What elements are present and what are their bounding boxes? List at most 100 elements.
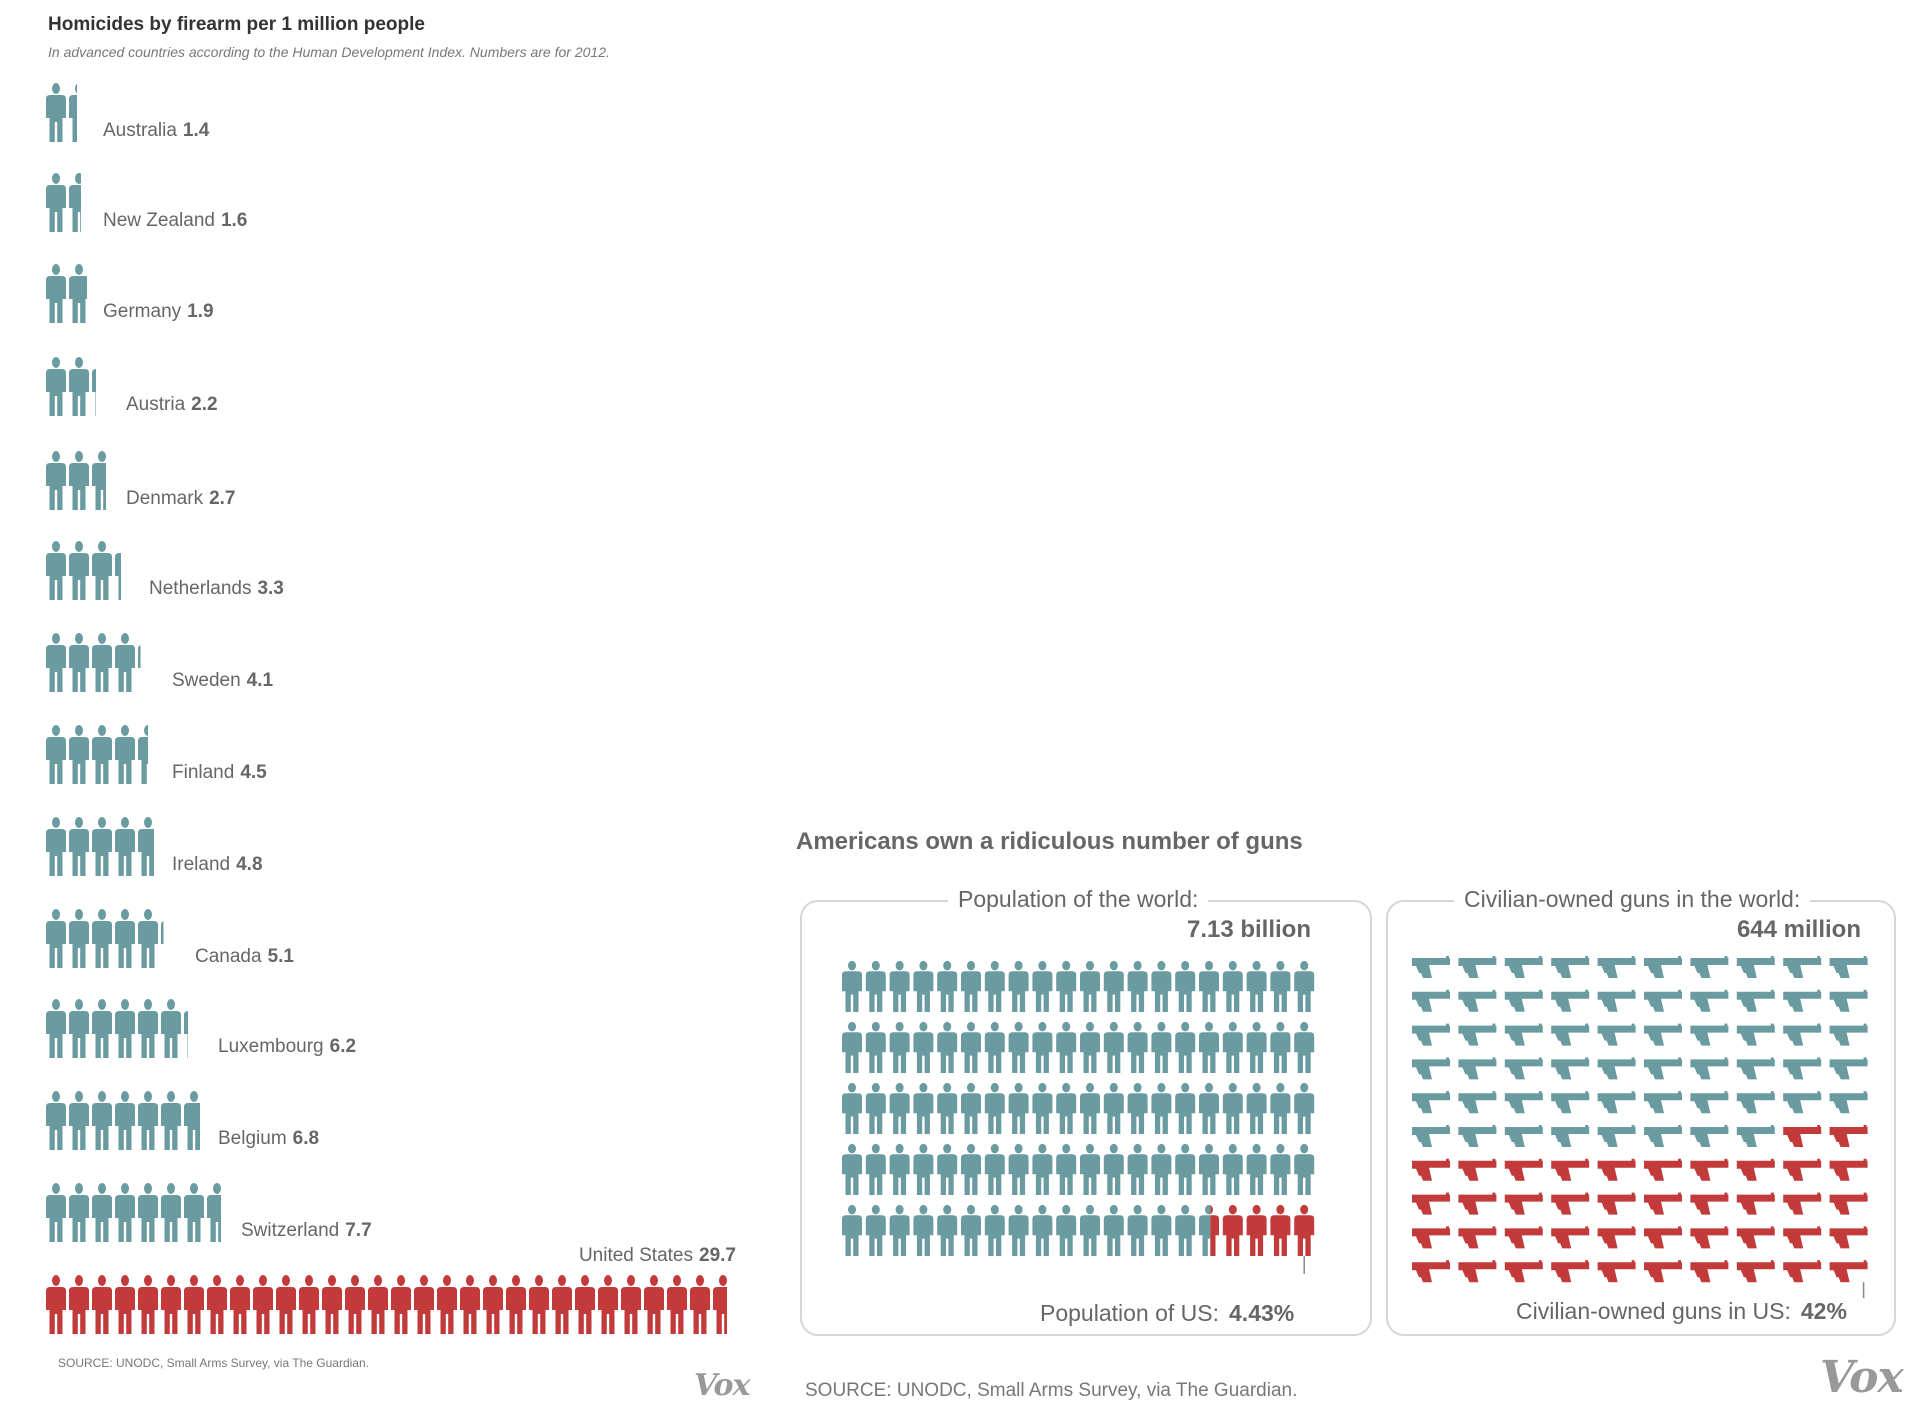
person-icon [92, 909, 112, 968]
pictogram-row-finland [46, 725, 148, 784]
pistol-icon [1458, 989, 1497, 1012]
person-icon [92, 369, 96, 416]
person-icon [984, 960, 1005, 1012]
person-icon [937, 1204, 958, 1256]
person-icon [207, 1275, 227, 1334]
pistol-icon [1644, 1023, 1682, 1046]
person-icon [345, 1275, 365, 1334]
person-icon [713, 1275, 727, 1334]
pistol-icon [1597, 1260, 1636, 1283]
pictogram-row-belgium [46, 1091, 200, 1150]
person-icon [161, 999, 181, 1058]
person-icon [391, 1275, 411, 1334]
pistol-icon [1736, 956, 1775, 978]
country-value: 5.1 [267, 946, 294, 967]
row-label: Germany 1.9 [103, 301, 214, 323]
person-icon [1056, 960, 1077, 1012]
person-icon [1080, 960, 1100, 1012]
person-icon [667, 1275, 687, 1334]
pistol-icon [1690, 1057, 1729, 1080]
person-icon [184, 1091, 200, 1150]
chart-subtitle: In advanced countries according to the H… [48, 44, 610, 60]
person-icon [69, 451, 89, 510]
country-value: 6.8 [292, 1128, 320, 1149]
pistol-icon [1829, 1226, 1868, 1249]
pistol-icon [1690, 1091, 1729, 1114]
pistol-icon [1783, 1158, 1822, 1181]
person-icon [1151, 1082, 1172, 1134]
pistol-icon [1551, 1158, 1590, 1181]
pistol-icon [1736, 1192, 1775, 1215]
world-population-total: 7.13 billion [1186, 916, 1311, 943]
person-icon [1222, 1204, 1243, 1256]
person-icon [598, 1275, 618, 1334]
person-icon [46, 1183, 66, 1242]
person-icon [1175, 1204, 1196, 1256]
pistol-icon [1551, 1091, 1590, 1114]
pistol-icon [1736, 1091, 1775, 1114]
person-icon [1032, 960, 1053, 1012]
pistol-icon [1504, 989, 1543, 1012]
person-icon [138, 1091, 158, 1150]
pistol-icon [1783, 956, 1822, 978]
person-icon [1127, 960, 1148, 1012]
pistol-icon [1783, 1057, 1822, 1080]
person-icon [1008, 1204, 1029, 1256]
country-value: 29.7 [699, 1245, 736, 1266]
person-icon [92, 541, 112, 600]
person-icon [115, 909, 135, 968]
pistol-icon [1783, 1125, 1822, 1147]
country-name: Netherlands [149, 578, 252, 599]
pictogram-row-switzerland [46, 1183, 221, 1242]
person-icon [138, 817, 154, 876]
pistol-icon [1551, 1226, 1590, 1249]
person-icon [1294, 1143, 1315, 1195]
pistol-icon [1597, 1057, 1636, 1080]
person-icon [1246, 1143, 1267, 1195]
pictogram-row-germany [46, 264, 87, 323]
person-icon [1294, 1021, 1315, 1073]
row-label: Belgium 6.8 [218, 1128, 319, 1150]
pistol-icon [1783, 1226, 1822, 1249]
person-icon [69, 83, 77, 142]
pistol-icon [1829, 1192, 1868, 1215]
pistol-icon [1829, 989, 1868, 1012]
pistol-icon [1504, 1260, 1543, 1283]
country-name: Ireland [172, 854, 231, 875]
person-icon [1103, 1021, 1124, 1073]
person-icon [115, 999, 135, 1058]
person-icon [913, 1021, 934, 1073]
pistol-icon [1690, 1192, 1729, 1215]
pistol-icon [1736, 1260, 1775, 1283]
pistol-icon [1458, 1023, 1497, 1046]
person-icon [115, 1275, 135, 1334]
guns-waffle [1412, 956, 1868, 1299]
pistol-icon [1458, 1192, 1497, 1215]
person-icon [138, 1275, 158, 1334]
pistol-icon [1412, 1057, 1450, 1080]
person-icon [1008, 1082, 1029, 1134]
pistol-icon [1829, 1260, 1868, 1283]
pistol-icon [1644, 989, 1682, 1012]
pistol-icon [1412, 956, 1450, 978]
person-icon [842, 1021, 862, 1073]
pistol-icon [1412, 1091, 1450, 1114]
row-label: Sweden 4.1 [172, 670, 273, 692]
pistol-icon [1829, 1023, 1868, 1046]
pistol-icon [1644, 1192, 1682, 1215]
person-icon [1199, 1021, 1219, 1073]
row-label: Denmark 2.7 [126, 488, 236, 510]
person-icon [1151, 960, 1172, 1012]
pistol-icon [1644, 1091, 1682, 1114]
pictogram-row-united-states [46, 1275, 727, 1334]
person-icon [937, 960, 958, 1012]
person-icon [69, 1275, 89, 1334]
country-name: Belgium [218, 1128, 287, 1149]
pistol-icon [1597, 1125, 1636, 1147]
person-icon [961, 1204, 981, 1256]
pistol-icon [1690, 1125, 1729, 1147]
person-icon [1032, 1143, 1053, 1195]
pistol-icon [1458, 1260, 1497, 1283]
country-value: 2.2 [191, 394, 218, 415]
person-icon [1151, 1143, 1172, 1195]
